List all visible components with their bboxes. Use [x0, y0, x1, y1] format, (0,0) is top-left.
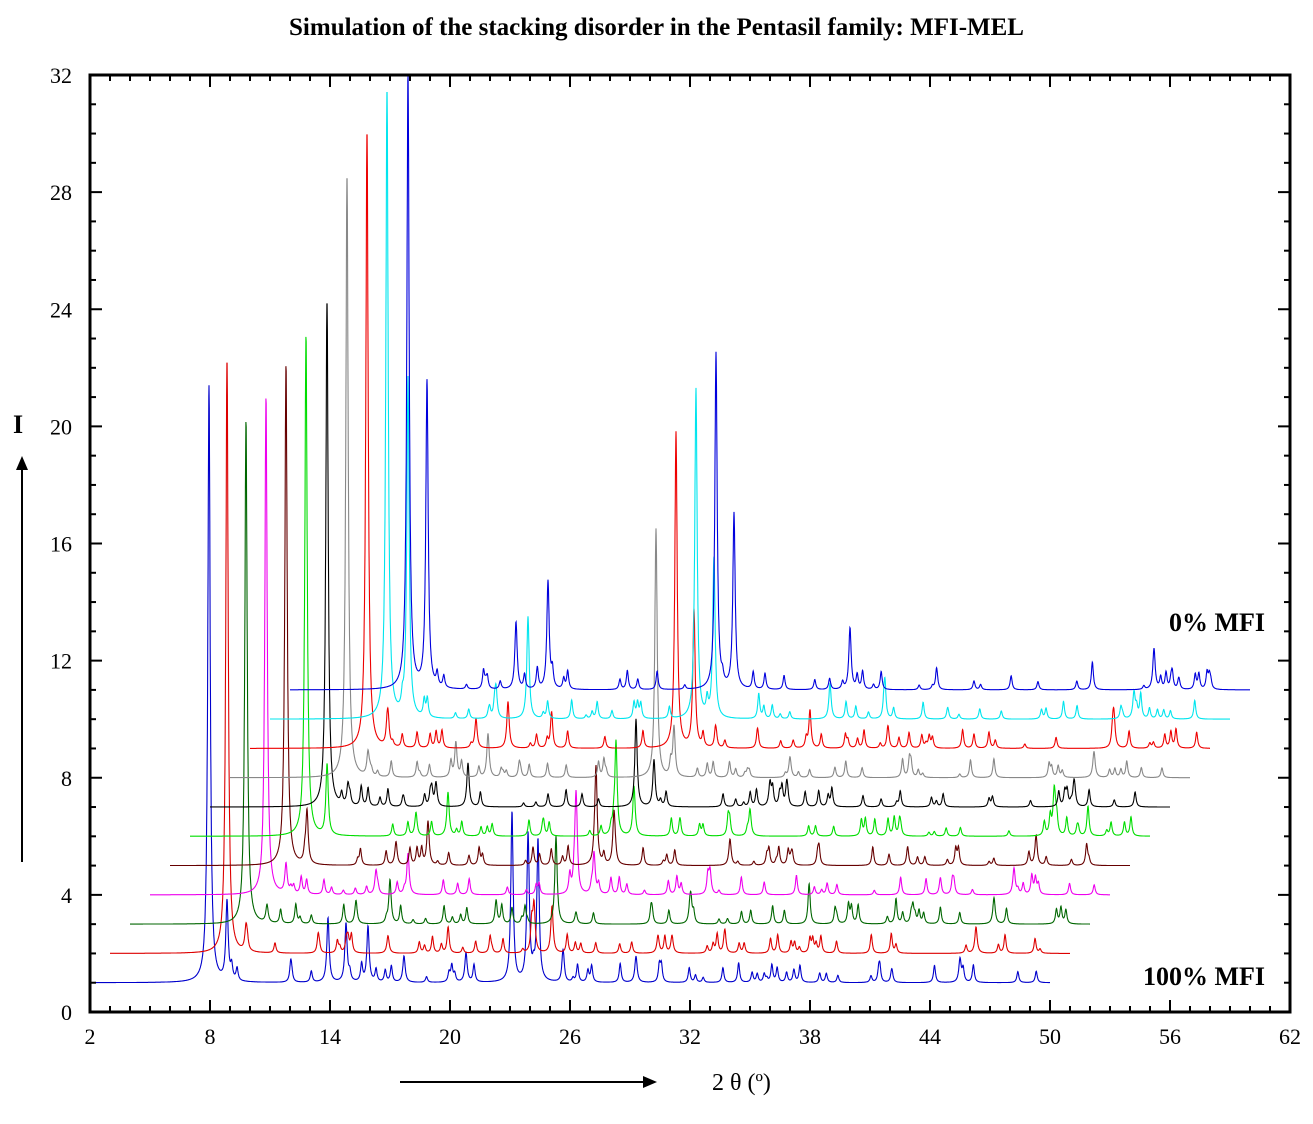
x-axis: 2 8 14 20 26 32 38 44 50 56 62 [85, 75, 1301, 1049]
series-line-4 [150, 398, 1110, 896]
series-line-11 [290, 75, 1250, 691]
x-tick-label: 26 [559, 1024, 581, 1049]
y-axis-arrowhead [16, 456, 28, 470]
y-axis: 0 4 8 12 16 20 24 28 32 [50, 63, 1290, 1025]
chart-title: Simulation of the stacking disorder in t… [289, 14, 1024, 41]
y-tick-label: 24 [50, 297, 72, 322]
x-tick-label: 44 [919, 1024, 941, 1049]
series-line-3 [130, 421, 1090, 925]
y-tick-label: 0 [61, 1000, 72, 1025]
y-tick-label: 28 [50, 180, 72, 205]
y-tick-label: 12 [50, 649, 72, 674]
y-tick-label: 4 [61, 883, 72, 908]
series-line-5 [170, 366, 1130, 867]
series-line-6 [190, 336, 1150, 837]
series-line-8 [230, 178, 1190, 779]
x-axis-label: 2 θ (º) [712, 1070, 771, 1096]
x-tick-label: 8 [205, 1024, 216, 1049]
y-axis-label: I [13, 410, 23, 439]
series-line-10 [270, 92, 1230, 720]
series-line-2 [110, 362, 1070, 954]
x-tick-label: 56 [1159, 1024, 1181, 1049]
plot-frame [88, 73, 1292, 1014]
x-axis-arrowhead [643, 1076, 657, 1088]
y-tick-label: 16 [50, 532, 72, 557]
series-line-1 [90, 385, 1050, 984]
x-tick-label: 50 [1039, 1024, 1061, 1049]
y-tick-label: 20 [50, 414, 72, 439]
x-tick-label: 38 [799, 1024, 821, 1049]
series-group [90, 75, 1250, 984]
y-tick-label: 8 [61, 766, 72, 791]
series-line-9 [250, 134, 1210, 749]
x-tick-label: 14 [319, 1024, 341, 1049]
x-tick-label: 20 [439, 1024, 461, 1049]
series-line-7 [210, 303, 1170, 808]
x-tick-label: 2 [85, 1024, 96, 1049]
x-tick-label: 32 [679, 1024, 701, 1049]
y-tick-label: 32 [50, 63, 72, 88]
x-tick-label: 62 [1279, 1024, 1301, 1049]
annotation-top-series: 0% MFI [1169, 608, 1265, 637]
annotation-bottom-series: 100% MFI [1143, 962, 1265, 991]
